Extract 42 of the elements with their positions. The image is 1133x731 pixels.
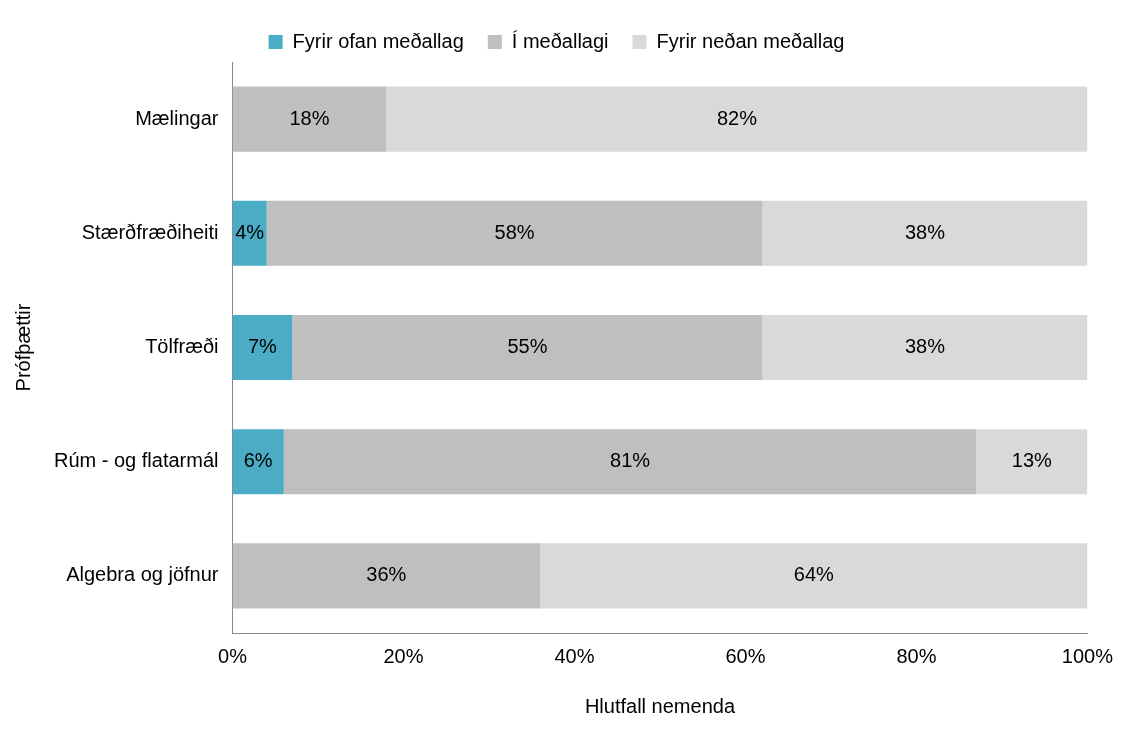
bar <box>976 429 1088 495</box>
bar <box>266 200 763 266</box>
bar <box>386 86 1088 152</box>
bar <box>762 200 1088 266</box>
data-label: 64% <box>793 563 835 586</box>
data-label: 4% <box>235 220 265 243</box>
data-label: 38% <box>904 335 946 358</box>
y-axis-title: Prófþættir <box>11 303 34 392</box>
bar <box>232 86 387 152</box>
bar <box>232 429 284 495</box>
bar <box>232 314 293 381</box>
y-tick-label: Algebra og jöfnur <box>66 563 219 586</box>
y-tick-label: Mælingar <box>135 106 219 129</box>
x-tick-label: 80% <box>896 644 937 667</box>
bar <box>540 543 1088 609</box>
legend-label: Í meðallagi <box>511 29 609 52</box>
x-tick-label: 40% <box>554 644 595 667</box>
data-label: 13% <box>1011 449 1053 472</box>
data-label: 58% <box>494 220 535 243</box>
legend-label: Fyrir neðan meðallag <box>656 29 845 52</box>
bar <box>232 200 267 266</box>
data-label: 7% <box>247 335 278 358</box>
data-label: 6% <box>243 449 273 472</box>
x-tick-label: 60% <box>725 644 766 667</box>
data-label: 82% <box>716 106 758 129</box>
data-label: 81% <box>610 449 651 472</box>
data-label: 36% <box>366 563 407 586</box>
data-label: 55% <box>507 335 548 358</box>
x-axis-title: Hlutfall nemenda <box>584 694 736 717</box>
x-tick-label: 20% <box>383 644 424 667</box>
y-tick-label: Stærðfræðiheiti <box>81 220 219 243</box>
bar <box>292 314 763 381</box>
data-label: 18% <box>289 106 330 129</box>
x-tick-label: 0% <box>218 644 248 667</box>
bar <box>232 543 541 609</box>
data-label: 38% <box>904 220 946 243</box>
legend-label: Fyrir ofan meðallag <box>292 29 464 52</box>
bar <box>283 429 977 495</box>
y-tick-label: Rúm - og flatarmál <box>53 449 219 472</box>
y-tick-label: Tölfræði <box>145 335 219 358</box>
x-tick-label: 100% <box>1061 644 1114 667</box>
bar <box>762 314 1088 381</box>
